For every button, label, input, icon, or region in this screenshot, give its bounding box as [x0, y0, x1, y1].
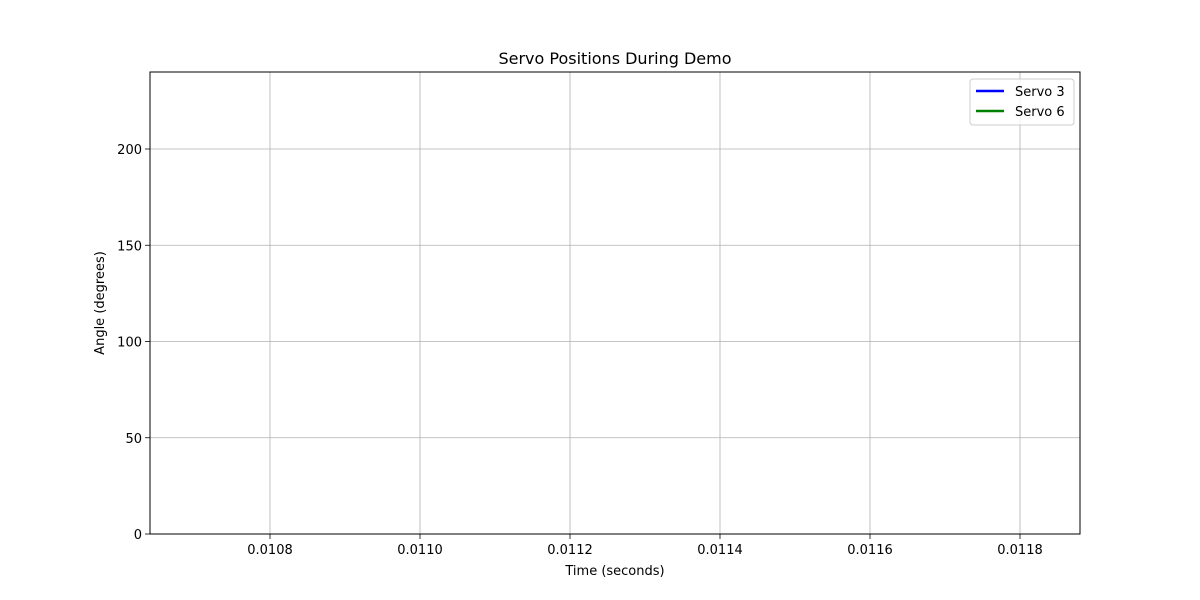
y-tick-label: 150 [117, 239, 142, 254]
legend-label: Servo 3 [1015, 85, 1065, 100]
plot-area-frame [149, 71, 1081, 535]
grid-layer [150, 72, 1080, 535]
chart-title: Servo Positions During Demo [498, 49, 731, 68]
x-tick-label: 0.0108 [247, 543, 293, 558]
x-tick-label: 0.0118 [997, 543, 1043, 558]
x-axis-label: Time (seconds) [564, 564, 664, 579]
x-tick-label: 0.0112 [547, 543, 593, 558]
x-tick-label: 0.0110 [397, 543, 443, 558]
y-tick-label: 0 [134, 528, 142, 543]
y-tick-label: 50 [125, 432, 142, 447]
x-tick-label: 0.0114 [697, 543, 743, 558]
legend: Servo 3 Servo 6 [969, 78, 1075, 126]
tick-layer: 0.0108 0.0110 0.0112 0.0114 0.0116 0.0118 0 50 1… [117, 143, 1043, 558]
y-tick-label: 100 [117, 336, 142, 351]
legend-label: Servo 6 [1015, 105, 1065, 120]
y-tick-label: 200 [117, 143, 142, 158]
y-axis-label: Angle (degrees) [93, 251, 108, 355]
x-tick-label: 0.0116 [847, 543, 893, 558]
